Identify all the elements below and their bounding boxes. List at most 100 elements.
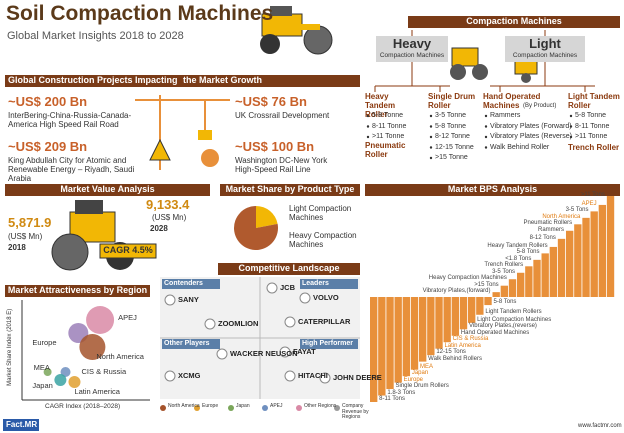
quadrant-name: High Performer xyxy=(302,340,353,347)
legend-swatch xyxy=(194,405,200,411)
y-axis-label: Market Share Index (2018 E) xyxy=(7,308,14,386)
bullet xyxy=(366,114,370,118)
list-item: Walk Behind Roller xyxy=(490,143,550,151)
title-bar xyxy=(408,16,620,28)
company-icon xyxy=(204,318,216,330)
list-item: 5-8 Tonne xyxy=(575,112,607,119)
bar-label: 8-12 Tons xyxy=(529,234,556,241)
logo-box xyxy=(3,419,39,431)
start-value: 5,871.9 xyxy=(8,215,52,230)
cagr-label: CAGR 4.5% xyxy=(103,245,153,255)
list-item: Vibratory Plates (Reverse) xyxy=(490,133,572,140)
bar xyxy=(402,297,411,377)
bar-label: Pneumatic Rollers xyxy=(523,220,573,227)
bullet xyxy=(484,125,488,128)
bar-label: Heavy Tandem Rollers xyxy=(487,242,548,249)
column-title: Hand Operated Machines xyxy=(483,92,541,110)
title-bar xyxy=(220,184,360,196)
legend-label: APEJ xyxy=(270,403,283,409)
legend-swatch xyxy=(160,405,166,411)
bar-label: >11 Tons xyxy=(580,192,605,199)
bullet xyxy=(429,125,433,128)
quadrant-header xyxy=(300,339,358,349)
bar xyxy=(484,297,492,306)
legend-swatch xyxy=(228,405,234,411)
section-title: Compaction Machines xyxy=(466,16,562,26)
start-unit: (US$ Mn) xyxy=(8,232,43,241)
bar xyxy=(451,297,460,336)
list-item: 12-15 Tonne xyxy=(435,143,474,151)
bar xyxy=(508,279,517,297)
list-item: Vibratory Plates (Forward) xyxy=(490,122,572,130)
x-axis-label: CAGR Index (2018–2028) xyxy=(45,403,121,410)
project-description: UK Crossrail Development xyxy=(235,111,330,120)
section-title: the Market Growth xyxy=(183,75,263,85)
legend-label: Light Compaction Machines xyxy=(289,204,352,222)
bubble-label: APEJ xyxy=(118,313,137,322)
legend-swatch xyxy=(262,405,268,411)
bar-label: Rammers xyxy=(537,226,564,233)
chart-title: Market BPS Analysis xyxy=(447,184,538,194)
group-box xyxy=(376,36,448,62)
project-value: ~US$ 200 Bn xyxy=(8,94,88,109)
legend-label: Heavy Compaction Machines xyxy=(289,231,357,249)
bar xyxy=(533,259,541,297)
bar-label: 3-5 Tons xyxy=(492,268,515,275)
page-title: Soil Compaction Machines xyxy=(6,2,274,25)
page-subtitle: Global Market Insights 2018 to 2028 xyxy=(7,30,184,42)
bullet xyxy=(429,146,433,149)
bubble-label: North America xyxy=(96,352,144,361)
bullet xyxy=(484,114,488,118)
list-item: 5-8 Tonne xyxy=(372,112,404,119)
bar xyxy=(606,196,615,297)
bar xyxy=(410,297,419,370)
project-value: ~US$ 76 Bn xyxy=(235,94,307,109)
column-extra: Trench Roller xyxy=(568,143,620,152)
bullet xyxy=(429,114,433,118)
bullet xyxy=(484,146,488,149)
bar-label: Vibratory Plates,(reverse) xyxy=(469,323,537,330)
chart-title: Market Share by Product Type xyxy=(225,184,355,194)
company-name: ZOOMLION xyxy=(218,319,259,328)
title-bar xyxy=(365,184,620,196)
bar xyxy=(525,266,533,297)
column-title: Single Drum Roller xyxy=(428,92,476,110)
company-icon xyxy=(284,316,296,328)
bar xyxy=(370,297,378,402)
company-name: CATERPILLAR xyxy=(298,317,351,326)
bar-label: Hand Operated Machines xyxy=(460,329,530,336)
tree-layout xyxy=(374,30,595,92)
legend-label: Other Regions xyxy=(304,403,337,409)
pie-slice xyxy=(234,206,278,251)
bullet xyxy=(484,135,488,139)
title-bar xyxy=(5,285,150,297)
legend-label: Company Revenue by Regions xyxy=(342,403,369,420)
bubble xyxy=(68,376,81,388)
bar xyxy=(557,238,566,297)
quadrant-name: Contenders xyxy=(164,280,203,287)
bubble xyxy=(60,367,71,377)
bullet xyxy=(429,156,433,160)
company-name: VOLVO xyxy=(313,293,339,302)
list-item: Rammers xyxy=(490,112,521,119)
bar-label: 3-5 Tons xyxy=(565,207,589,214)
bubble xyxy=(86,306,115,334)
bar-label: >15 Tons xyxy=(474,281,499,288)
title-bar xyxy=(5,75,360,87)
bar xyxy=(468,297,476,323)
list-item: >11 Tonne xyxy=(575,133,608,140)
legend-swatch xyxy=(296,405,302,411)
company-icon xyxy=(299,292,311,304)
company-name: WACKER NEUSON xyxy=(230,349,298,358)
roller-illustration xyxy=(260,6,333,55)
bar xyxy=(427,297,435,356)
bubble-label: Japan xyxy=(32,381,53,390)
quadrant-header xyxy=(300,279,358,289)
legend-label: Europe xyxy=(202,403,219,409)
list-item: 8-11 Tonne xyxy=(575,122,610,130)
bubble-label: Latin America xyxy=(74,387,120,396)
roller-illustration xyxy=(51,200,157,271)
bar-label: Japan xyxy=(411,370,429,377)
bubble xyxy=(79,334,106,360)
bar xyxy=(574,224,582,297)
